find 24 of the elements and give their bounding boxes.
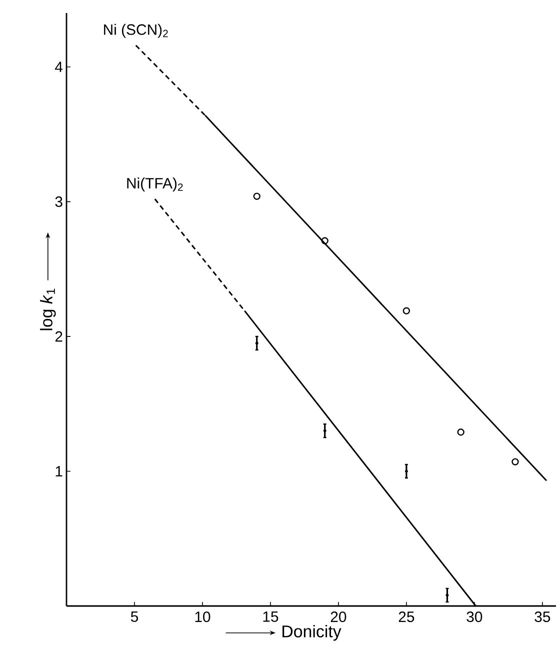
point: [512, 458, 519, 466]
x-tick-label: 25: [398, 612, 414, 622]
y-axis-title: log k$_{1}$: [40, 288, 56, 330]
point: [321, 237, 328, 244]
y-tick-label: 4: [55, 62, 63, 72]
y-tick-label: 3: [55, 196, 62, 207]
y-tick-label: 2: [55, 331, 62, 342]
annotation: Ni (SCN)$_{2}$: [104, 24, 168, 38]
x-tick-label: 5: [130, 612, 138, 622]
x-tick-label: 35: [534, 612, 550, 622]
point: [404, 470, 408, 473]
x-tick-label: 20: [330, 612, 346, 622]
x-tick-label: 15: [263, 612, 278, 622]
point: [323, 429, 326, 432]
x-tick-label: 30: [466, 612, 482, 622]
point: [253, 192, 260, 200]
annotation: Ni(TFA)$_{2}$: [127, 178, 183, 192]
point: [446, 594, 449, 597]
x-tick-label: 10: [195, 612, 210, 622]
point: [457, 428, 464, 436]
point: [402, 307, 410, 314]
y-tick-label: 1: [56, 466, 62, 476]
point: [255, 342, 258, 345]
x-axis-title: Donicity: [282, 624, 342, 641]
